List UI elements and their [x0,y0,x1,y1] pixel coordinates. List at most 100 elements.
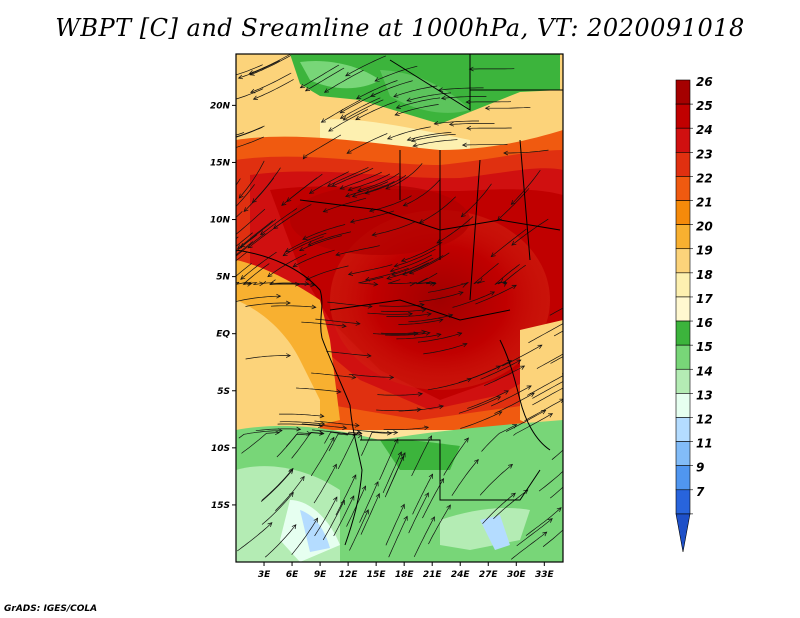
streamline [335,245,380,256]
streamline [394,248,436,267]
streamline-arrow [410,137,416,143]
streamline-arrow [220,76,224,80]
streamline-arrow [341,323,347,329]
streamline-arrow [347,186,353,192]
streamline-arrow [281,201,287,206]
streamline-arrow [251,198,257,204]
streamline-arrow [572,517,576,521]
streamline-arrow [319,413,325,419]
streamline-arrow [218,257,222,261]
streamline-arrow [438,404,444,410]
streamline [309,171,349,194]
streamline [240,219,277,248]
streamline [285,232,327,253]
streamline [423,343,468,355]
streamline [236,184,255,207]
streamline [346,133,388,154]
streamline [291,432,324,459]
streamline-arrow [400,257,407,263]
streamline-arrow [578,467,582,471]
streamline [249,54,290,75]
lat-tick-label: EQ [216,330,230,340]
streamline-arrow [386,135,393,140]
lat-tick-label: 15S [211,501,230,511]
streamline-arrow [412,143,418,148]
streamline [236,295,281,302]
streamline [387,279,417,285]
streamline [411,133,456,142]
lat-tick-label: 5N [216,273,230,283]
streamline-arrow [386,430,392,436]
streamline-arrow [356,94,362,100]
lon-tick-label: 18E [395,570,415,580]
streamline [260,208,298,235]
streamline [427,378,472,391]
streamline-arrow [355,321,361,326]
streamline [551,449,563,460]
lon-tick-label: 15E [367,570,387,580]
streamline-arrow [423,425,430,431]
streamline-arrow [274,430,280,436]
streamline [261,468,294,501]
lon-tick-label: 12E [339,570,359,580]
streamline [236,236,239,240]
streamline-arrow [413,331,419,336]
streamline [428,504,451,545]
streamline-arrow [296,426,302,432]
latitude-labels: 20N 15N 10N 5N EQ 5S 10S 15S [210,101,236,511]
streamline [236,281,264,286]
streamline-arrow [349,219,355,224]
streamline [236,234,258,252]
streamline-arrow [429,281,435,286]
colorbar-segment [675,152,691,177]
streamline-arrow [332,463,337,469]
streamline-arrow [464,437,469,443]
streamline [376,408,422,412]
colorbar-label: 20 [696,220,713,234]
streamline-arrow [436,332,442,338]
colorbar-label: 14 [696,364,713,378]
streamline [303,134,342,160]
streamline [365,267,409,281]
streamline-arrow [425,331,431,336]
streamline-arrow [430,516,435,522]
streamline [412,474,433,515]
streamline [250,55,291,76]
streamline-arrow [351,374,357,380]
colorbar-segment [675,296,691,322]
streamline [308,231,352,246]
streamline [484,365,525,386]
streamline [352,180,395,197]
streamline [236,208,266,235]
streamline-arrow [310,282,316,288]
streamline-arrow [240,242,246,248]
streamline-arrow [367,303,373,309]
streamline-arrow [364,190,370,195]
streamline-arrow [357,434,363,440]
streamline-arrow [406,136,412,142]
longitude-labels: 3E 6E 9E 12E 15E 18E 21E 24E 27E 30E 33E [258,562,554,580]
streamline-arrow [203,260,207,264]
streamline [270,305,316,308]
streamline [386,313,432,317]
streamline [493,489,529,519]
streamline [419,196,456,224]
streamline [538,470,563,492]
streamline [525,507,562,536]
streamline [245,302,291,307]
streamline-arrow [547,518,553,523]
streamline [348,264,393,275]
streamline-arrow [327,182,333,187]
streamline-arrow [328,127,334,132]
streamline [236,136,264,148]
streamline [236,522,273,552]
streamline [383,426,429,430]
streamline-arrow [313,517,319,523]
colorbar-label: 21 [696,196,713,210]
streamline [267,253,307,277]
colorbar-segment [675,272,691,298]
streamline [310,437,335,477]
streamline [323,197,367,213]
streamline-arrow [374,481,379,487]
streamline [516,518,553,547]
